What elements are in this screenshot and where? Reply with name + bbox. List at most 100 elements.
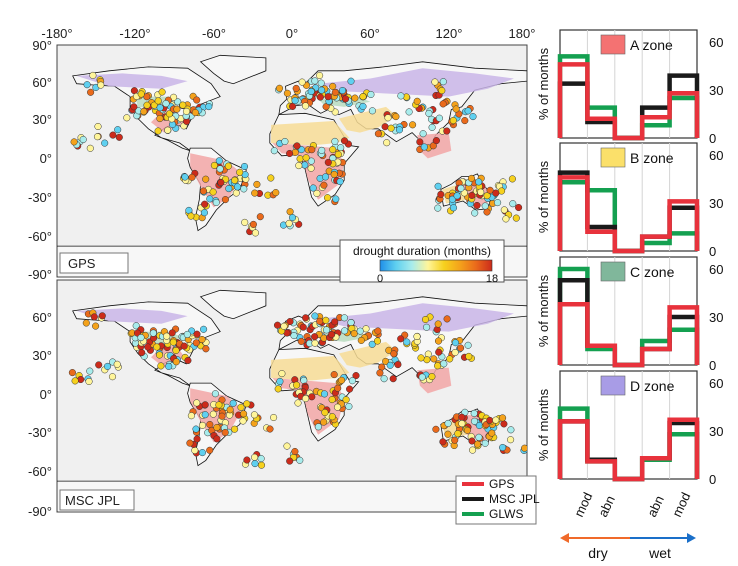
y-tick-label: 0: [709, 472, 716, 487]
station-marker: [334, 150, 342, 158]
y-tick-label: 30: [709, 196, 723, 211]
station-marker: [342, 95, 350, 103]
station-marker: [266, 425, 274, 433]
station-marker: [390, 350, 398, 358]
map-top-label-box: [59, 252, 129, 274]
station-marker: [89, 71, 97, 79]
station-marker: [473, 201, 481, 210]
station-marker: [130, 103, 138, 111]
station-marker: [156, 115, 164, 123]
station-marker: [348, 377, 356, 385]
station-marker: [392, 113, 400, 121]
station-marker: [342, 396, 350, 404]
station-marker: [162, 100, 170, 108]
zone-b-region: [339, 341, 397, 368]
legend-label: GPS: [489, 477, 514, 491]
station-marker: [465, 352, 473, 360]
station-marker: [499, 414, 507, 422]
station-marker: [521, 444, 527, 452]
station-marker: [318, 86, 326, 94]
station-marker: [172, 358, 180, 366]
station-marker: [153, 343, 161, 351]
station-marker: [253, 180, 261, 188]
continent-outline: [199, 54, 267, 85]
zone-d-region: [76, 73, 188, 89]
continent-outline: [199, 289, 267, 320]
lat-tick: 30°: [32, 348, 52, 363]
station-marker: [340, 137, 349, 145]
station-marker: [322, 103, 330, 111]
lon-tick: -120°: [119, 26, 150, 41]
dry-label: dry: [588, 545, 607, 561]
zone-b-region: [339, 106, 397, 133]
station-marker: [507, 426, 515, 434]
colorbar-title: drought duration (months): [353, 244, 491, 258]
dry-arrowhead: [560, 533, 569, 543]
station-marker: [320, 418, 328, 426]
station-marker: [492, 416, 500, 424]
station-marker: [302, 314, 310, 322]
station-marker: [423, 356, 431, 364]
station-marker: [452, 105, 460, 113]
station-marker: [298, 78, 306, 86]
y-tick-label: 60: [709, 148, 723, 163]
legend-label: MSC JPL: [489, 492, 540, 506]
station-marker: [324, 158, 332, 166]
lon-tick: 120°: [436, 26, 463, 41]
station-marker: [311, 339, 319, 347]
station-marker: [173, 105, 181, 113]
station-marker: [416, 138, 424, 146]
lon-tick: 0°: [286, 26, 298, 41]
station-marker: [477, 188, 485, 196]
station-marker: [359, 102, 367, 110]
zone-b-region: [271, 356, 350, 381]
y-tick-label: 60: [709, 376, 723, 391]
lat-tick: 0°: [40, 151, 52, 166]
station-marker: [137, 90, 145, 98]
station-marker: [467, 174, 476, 182]
station-marker: [488, 429, 496, 437]
station-marker: [251, 453, 259, 461]
station-marker: [316, 71, 324, 80]
station-marker: [183, 330, 191, 338]
station-marker: [421, 315, 430, 324]
station-marker: [420, 143, 428, 151]
station-marker: [221, 196, 229, 204]
station-marker: [301, 102, 310, 110]
station-marker: [434, 320, 442, 328]
station-marker: [193, 399, 201, 407]
station-marker: [381, 123, 389, 131]
station-marker: [82, 319, 90, 327]
y-tick-label: 30: [709, 424, 723, 439]
station-marker: [322, 316, 330, 324]
station-marker: [464, 341, 472, 349]
y-tick-label: 0: [709, 244, 716, 259]
station-marker: [138, 349, 146, 357]
station-marker: [486, 416, 494, 424]
station-marker: [201, 411, 209, 419]
series-gps-step: [557, 62, 700, 141]
station-marker: [486, 186, 494, 194]
station-marker: [500, 420, 508, 428]
station-marker: [443, 315, 451, 323]
station-marker: [257, 461, 266, 469]
station-marker: [286, 149, 294, 158]
station-marker: [291, 447, 299, 456]
station-marker: [316, 93, 324, 101]
lat-ticks-bottom: 60° 30° 0° -30° -60° -90°: [28, 310, 52, 519]
station-marker: [240, 410, 248, 418]
station-marker: [418, 373, 426, 381]
station-marker: [403, 338, 411, 346]
station-marker: [154, 127, 162, 135]
station-marker: [192, 339, 200, 347]
station-marker: [165, 110, 174, 118]
station-marker: [432, 425, 440, 433]
map-top: GPS: [56, 44, 528, 278]
station-marker: [432, 137, 440, 145]
station-marker: [286, 457, 294, 465]
station-marker: [338, 86, 347, 95]
station-marker: [328, 413, 336, 421]
station-marker: [332, 195, 340, 203]
station-marker: [449, 116, 457, 125]
station-marker: [193, 330, 201, 338]
